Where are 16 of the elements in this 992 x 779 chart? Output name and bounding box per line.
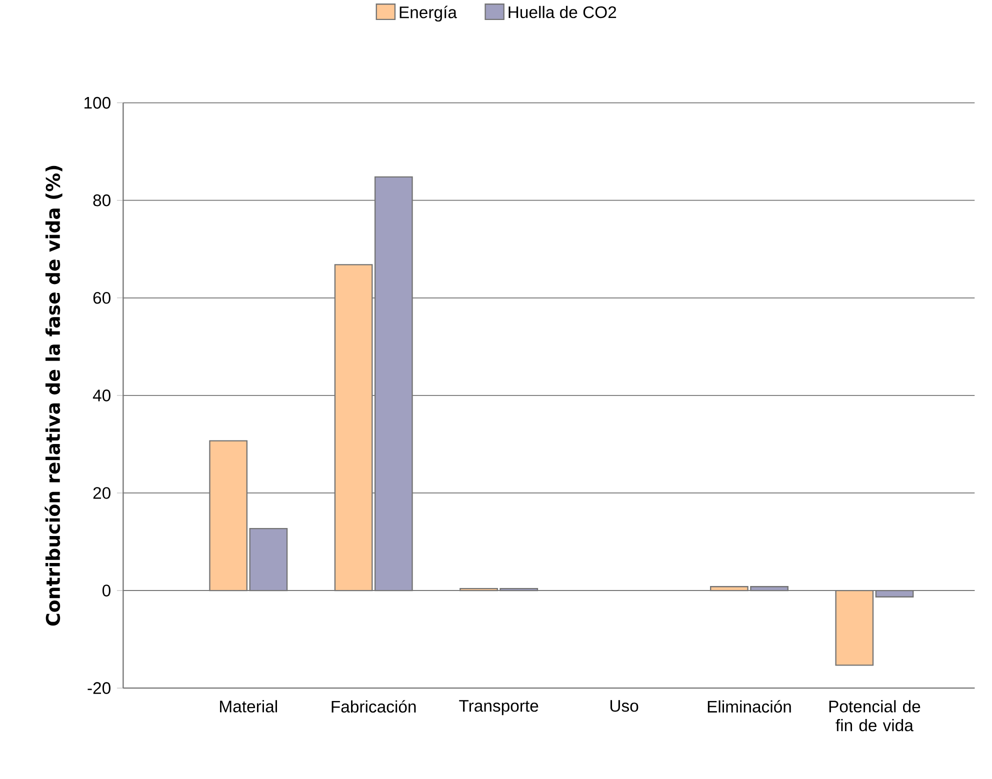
y-tick-label: 80: [93, 194, 110, 206]
y-tick-label: 100: [84, 96, 110, 109]
x-tick-label: Material: [220, 700, 277, 712]
y-axis-title: Contribución relativa de la fase de vida (%): [44, 166, 62, 626]
legend-label: Huella de CO2: [508, 6, 616, 18]
x-tick-label: Potencial de fin de vida: [829, 700, 920, 732]
x-tick-label: Transporte: [459, 700, 538, 716]
legend-label: Energía: [400, 6, 457, 22]
x-tick-label: Eliminación: [708, 700, 791, 713]
y-tick-label: 60: [93, 292, 110, 304]
y-tick-label: 0: [102, 584, 110, 596]
x-tick-label: Fabricación: [332, 700, 416, 713]
x-tick-label: Uso: [610, 700, 638, 712]
y-tick-label: 40: [92, 390, 110, 402]
y-tick-label: 20: [93, 487, 110, 499]
y-tick-label: -20: [88, 682, 110, 694]
